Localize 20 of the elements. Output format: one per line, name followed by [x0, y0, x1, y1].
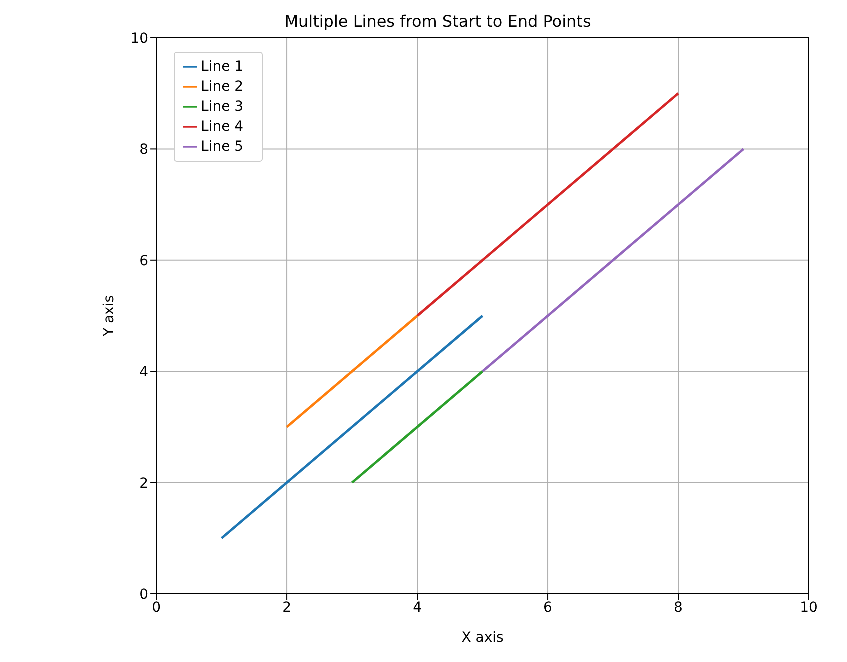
x-tick-label: 6 [544, 600, 553, 616]
x-tick-label: 0 [152, 600, 162, 616]
x-axis-title: X axis [462, 630, 504, 646]
y-tick-label: 6 [140, 253, 149, 270]
y-axis-title: Y axis [102, 295, 118, 338]
legend-label: Line 4 [201, 119, 244, 135]
legend-label: Line 5 [201, 139, 244, 155]
x-tick-label: 4 [413, 600, 422, 616]
y-tick-label: 2 [140, 476, 149, 492]
x-tick-label: 2 [282, 600, 292, 616]
legend-label: Line 1 [201, 59, 244, 75]
chart-title: Multiple Lines from Start to End Points [284, 12, 592, 31]
y-tick-label: 8 [140, 142, 149, 158]
legend-label: Line 2 [201, 79, 244, 95]
legend-label: Line 3 [201, 99, 244, 115]
y-tick-label: 10 [130, 30, 149, 47]
x-tick-label: 8 [674, 600, 683, 616]
y-tick-label: 4 [140, 364, 149, 381]
x-tick-label: 10 [800, 600, 818, 616]
y-tick-label: 0 [140, 586, 149, 603]
